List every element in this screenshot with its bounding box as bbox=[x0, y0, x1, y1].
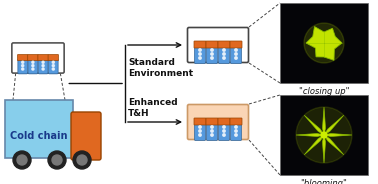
Circle shape bbox=[235, 53, 237, 55]
FancyBboxPatch shape bbox=[5, 100, 73, 158]
FancyBboxPatch shape bbox=[194, 41, 206, 48]
Circle shape bbox=[17, 155, 27, 165]
Circle shape bbox=[211, 130, 213, 132]
FancyBboxPatch shape bbox=[195, 123, 206, 141]
Circle shape bbox=[199, 53, 201, 55]
Circle shape bbox=[199, 134, 201, 136]
Polygon shape bbox=[296, 133, 324, 137]
FancyBboxPatch shape bbox=[206, 41, 218, 48]
Circle shape bbox=[235, 49, 237, 51]
Polygon shape bbox=[304, 115, 324, 135]
Circle shape bbox=[223, 49, 225, 51]
Polygon shape bbox=[324, 133, 352, 137]
Polygon shape bbox=[324, 115, 344, 135]
FancyBboxPatch shape bbox=[48, 59, 58, 74]
Circle shape bbox=[296, 107, 352, 163]
Circle shape bbox=[22, 68, 24, 70]
Text: "closing up": "closing up" bbox=[299, 87, 349, 96]
Polygon shape bbox=[322, 135, 325, 163]
Circle shape bbox=[211, 57, 213, 59]
FancyBboxPatch shape bbox=[38, 54, 48, 61]
Circle shape bbox=[223, 53, 225, 55]
FancyBboxPatch shape bbox=[71, 112, 101, 160]
FancyBboxPatch shape bbox=[12, 43, 64, 73]
Circle shape bbox=[73, 151, 91, 169]
FancyBboxPatch shape bbox=[206, 118, 218, 125]
FancyBboxPatch shape bbox=[218, 47, 229, 63]
Circle shape bbox=[42, 68, 44, 70]
Circle shape bbox=[223, 57, 225, 59]
Circle shape bbox=[235, 134, 237, 136]
Circle shape bbox=[52, 68, 54, 70]
FancyBboxPatch shape bbox=[195, 47, 206, 63]
FancyBboxPatch shape bbox=[280, 95, 368, 175]
Circle shape bbox=[32, 65, 34, 67]
Circle shape bbox=[211, 126, 213, 128]
Polygon shape bbox=[324, 135, 344, 155]
Circle shape bbox=[211, 49, 213, 51]
Circle shape bbox=[199, 49, 201, 51]
Circle shape bbox=[321, 132, 327, 138]
FancyBboxPatch shape bbox=[187, 27, 248, 63]
Circle shape bbox=[52, 61, 54, 63]
Circle shape bbox=[22, 61, 24, 63]
Circle shape bbox=[223, 130, 225, 132]
FancyBboxPatch shape bbox=[206, 47, 217, 63]
Circle shape bbox=[199, 130, 201, 132]
Circle shape bbox=[211, 53, 213, 55]
FancyBboxPatch shape bbox=[194, 118, 206, 125]
Circle shape bbox=[32, 68, 34, 70]
Circle shape bbox=[52, 155, 62, 165]
FancyBboxPatch shape bbox=[230, 41, 242, 48]
FancyBboxPatch shape bbox=[218, 41, 230, 48]
Polygon shape bbox=[304, 135, 324, 155]
FancyBboxPatch shape bbox=[48, 54, 59, 61]
Circle shape bbox=[304, 23, 344, 63]
FancyBboxPatch shape bbox=[218, 123, 229, 141]
Circle shape bbox=[42, 61, 44, 63]
FancyBboxPatch shape bbox=[230, 118, 242, 125]
Polygon shape bbox=[322, 107, 325, 135]
Circle shape bbox=[22, 65, 24, 67]
FancyBboxPatch shape bbox=[206, 123, 217, 141]
Circle shape bbox=[199, 57, 201, 59]
Circle shape bbox=[235, 126, 237, 128]
Circle shape bbox=[223, 126, 225, 128]
FancyBboxPatch shape bbox=[28, 59, 38, 74]
Circle shape bbox=[13, 151, 31, 169]
FancyBboxPatch shape bbox=[28, 54, 38, 61]
FancyBboxPatch shape bbox=[280, 3, 368, 83]
FancyBboxPatch shape bbox=[218, 118, 230, 125]
Circle shape bbox=[235, 130, 237, 132]
FancyBboxPatch shape bbox=[17, 54, 28, 61]
Circle shape bbox=[199, 126, 201, 128]
Circle shape bbox=[48, 151, 66, 169]
Circle shape bbox=[211, 134, 213, 136]
FancyBboxPatch shape bbox=[231, 123, 242, 141]
Text: Enhanced
T&H: Enhanced T&H bbox=[128, 98, 178, 118]
FancyBboxPatch shape bbox=[38, 59, 48, 74]
Text: Cold chain: Cold chain bbox=[10, 131, 68, 141]
Text: "blooming": "blooming" bbox=[301, 179, 347, 184]
Circle shape bbox=[52, 65, 54, 67]
FancyBboxPatch shape bbox=[187, 105, 248, 139]
Text: Standard
Environment: Standard Environment bbox=[128, 58, 193, 78]
Circle shape bbox=[32, 61, 34, 63]
Circle shape bbox=[235, 57, 237, 59]
FancyBboxPatch shape bbox=[18, 59, 28, 74]
Circle shape bbox=[223, 134, 225, 136]
Circle shape bbox=[77, 155, 87, 165]
Polygon shape bbox=[306, 26, 342, 60]
FancyBboxPatch shape bbox=[231, 47, 242, 63]
Circle shape bbox=[42, 65, 44, 67]
